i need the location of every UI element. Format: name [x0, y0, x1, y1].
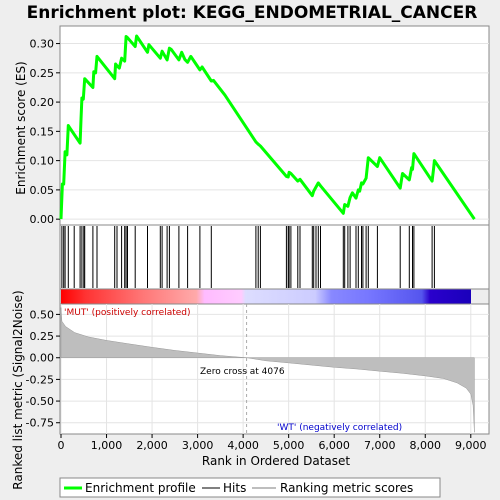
es-gridlines [61, 43, 489, 220]
x-axis-label: Rank in Ordered Dataset [202, 454, 350, 468]
metric-x-axis: 0 1,000 2,000 3,000 4,000 5,000 6,000 7,000 8,00… [58, 434, 487, 452]
metric-y-axis-label: Ranked list metric (Signal2Noise) [11, 290, 25, 489]
x-tick-label: 9,000 [455, 439, 487, 452]
metric-y-tick-label: 0.25 [30, 330, 55, 343]
es-y-tick-label: 0.30 [30, 38, 55, 51]
x-tick-label: 1,000 [91, 439, 123, 452]
es-y-axis: 0.00 0.05 0.10 0.15 0.20 0.25 0.30 [30, 38, 60, 226]
x-tick-label: 6,000 [318, 439, 350, 452]
x-tick-label: 5,000 [273, 439, 305, 452]
metric-y-tick-label: 0.50 [30, 308, 55, 321]
enrichment-profile-line [59, 34, 476, 220]
es-y-tick-label: 0.20 [30, 96, 55, 109]
legend-hits-label: Hits [223, 481, 246, 495]
metric-y-tick-label: -0.75 [26, 417, 54, 430]
negative-correlation-label: 'WT' (negatively correlated) [277, 423, 402, 433]
ranking-metric-area [60, 307, 475, 433]
legend-box [59, 477, 441, 498]
plot-title: Enrichment plot: KEGG_ENDOMETRIAL_CANCER [27, 3, 478, 23]
x-tick-label: 4,000 [227, 439, 259, 452]
es-y-tick-label: 0.00 [30, 213, 55, 226]
hits-panel-frame [59, 224, 490, 290]
rank-color-bar [61, 289, 471, 304]
metric-y-tick-label: -0.50 [26, 395, 54, 408]
positive-correlation-label: 'MUT' (positively correlated) [64, 308, 191, 318]
metric-y-tick-label: -0.25 [26, 373, 54, 386]
x-tick-label: 7,000 [364, 439, 396, 452]
metric-y-axis: 0.50 0.25 0.00 -0.25 -0.50 -0.75 [26, 308, 60, 430]
x-tick-label: 3,000 [182, 439, 214, 452]
zero-cross-label: Zero cross at 4076 [200, 367, 285, 377]
x-tick-label: 8,000 [410, 439, 442, 452]
es-y-tick-label: 0.10 [30, 155, 55, 168]
legend-enrichment-label: Enrichment profile [85, 481, 196, 495]
x-tick-label: 2,000 [136, 439, 168, 452]
es-y-tick-label: 0.25 [30, 67, 55, 80]
metric-y-tick-label: 0.00 [30, 352, 55, 365]
es-panel-frame [59, 25, 490, 226]
hits-marks [61, 226, 435, 288]
es-y-axis-label: Enrichment score (ES) [14, 61, 28, 194]
legend-metric-label: Ranking metric scores [280, 481, 413, 495]
es-y-tick-label: 0.15 [30, 125, 55, 138]
es-y-tick-label: 0.05 [30, 184, 55, 197]
x-tick-label: 0 [58, 439, 65, 452]
